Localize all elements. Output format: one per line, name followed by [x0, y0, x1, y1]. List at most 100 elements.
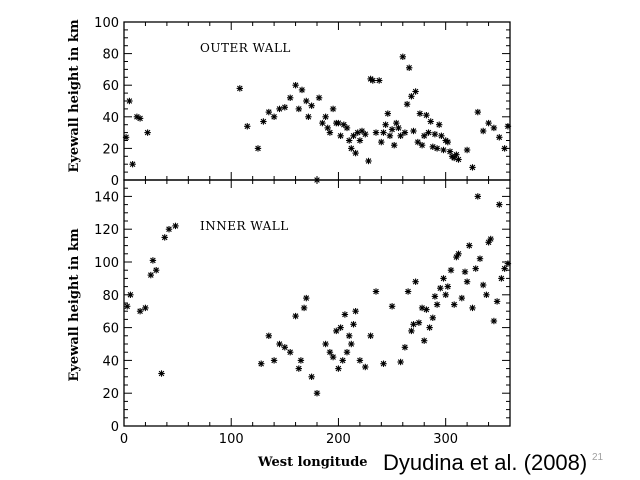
outer-data-point	[298, 86, 306, 94]
outer-data-point	[399, 53, 406, 60]
outer-data-point	[337, 132, 344, 140]
outer-data-point	[455, 156, 462, 163]
outer-data-point	[391, 141, 398, 149]
inner-data-point	[172, 222, 179, 230]
inner-ytick-label: 20	[102, 387, 119, 402]
inner-data-point	[142, 304, 149, 312]
inner-data-point	[149, 257, 157, 264]
outer-data-point	[436, 121, 443, 128]
inner-data-point	[270, 357, 278, 364]
inner-ytick-label: 140	[94, 190, 119, 205]
outer-ytick-label: 20	[102, 142, 119, 157]
outer-data-point	[126, 97, 133, 105]
outer-data-point	[431, 130, 439, 138]
outer-data-point	[254, 145, 262, 152]
citation: Dyudina et al. (2008)	[383, 450, 588, 475]
inner-data-point	[453, 253, 460, 261]
outer-data-point	[438, 132, 445, 140]
outer-data-point	[384, 110, 391, 117]
inner-data-point	[339, 357, 346, 364]
outer-data-point	[501, 145, 508, 152]
outer-data-point	[335, 119, 342, 127]
outer-data-point	[281, 104, 288, 111]
xtick-label: 0	[120, 432, 128, 447]
inner-data-point	[326, 349, 334, 356]
inner-data-point	[308, 373, 315, 380]
inner-data-point	[329, 353, 337, 361]
inner-data-point	[337, 324, 344, 331]
plot-frames	[123, 21, 511, 427]
outer-data-point	[401, 129, 409, 136]
outer-data-point	[408, 93, 415, 100]
outer-data-point	[308, 102, 315, 109]
inner-data-point	[410, 321, 417, 328]
inner-data-point	[348, 340, 355, 348]
x-axis-title: West longitude	[257, 455, 368, 470]
inner-data-point	[440, 275, 447, 282]
outer-data-point	[418, 141, 426, 149]
outer-data-point	[372, 129, 380, 136]
outer-data-point	[276, 105, 283, 113]
outer-data-point	[315, 94, 323, 102]
outer-data-point	[362, 130, 369, 138]
outer-data-point	[369, 77, 376, 84]
outer-data-point	[380, 129, 387, 136]
inner-ytick-label: 100	[94, 256, 119, 271]
inner-data-point	[455, 250, 462, 258]
inner-data-point	[451, 301, 458, 308]
inner-data-point	[404, 288, 412, 295]
outer-data-point	[480, 127, 487, 135]
outer-data-point	[421, 132, 428, 140]
outer-data-point	[352, 149, 359, 157]
outer-data-point	[388, 126, 396, 133]
inner-ytick-label: 80	[102, 289, 119, 304]
inner-data-point	[356, 357, 364, 364]
inner-data-point	[501, 265, 508, 272]
inner-data-point	[343, 349, 351, 356]
inner-data-point	[165, 225, 173, 233]
inner-data-point	[287, 349, 294, 356]
inner-data-point	[292, 312, 299, 320]
outer-y-axis-title: Eyewall height in km	[67, 19, 82, 172]
inner-data-point	[372, 288, 380, 295]
inner-data-point	[447, 267, 455, 274]
outer-ytick-label: 100	[94, 16, 119, 31]
inner-data-point	[415, 319, 423, 326]
inner-data-point	[350, 321, 357, 328]
outer-data-point	[425, 129, 432, 136]
outer-data-point	[463, 146, 471, 154]
inner-data-point	[352, 308, 359, 315]
inner-data-point	[426, 324, 433, 331]
xtick-label: 200	[326, 432, 351, 447]
inner-data-point	[367, 332, 374, 339]
outer-ytick-label: 0	[111, 174, 119, 189]
data-points	[122, 53, 512, 397]
inner-data-point	[472, 265, 479, 272]
inner-data-point	[444, 283, 451, 290]
inner-data-point	[380, 360, 387, 367]
outer-data-point	[444, 138, 451, 146]
inner-ytick-label: 0	[111, 420, 119, 435]
outer-data-point	[427, 118, 434, 125]
outer-data-point	[244, 123, 251, 130]
outer-data-point	[144, 129, 151, 136]
outer-data-point	[305, 113, 312, 121]
inner-data-point	[421, 337, 428, 344]
inner-data-point	[335, 365, 342, 372]
outer-data-point	[136, 115, 144, 122]
inner-data-point	[152, 267, 160, 274]
outer-data-point	[329, 105, 337, 113]
outer-data-point	[129, 160, 136, 168]
inner-data-point	[476, 255, 484, 262]
inner-data-point	[265, 332, 272, 339]
inner-data-point	[429, 314, 436, 321]
outer-data-point	[260, 118, 267, 125]
inner-data-point	[123, 303, 131, 310]
inner-data-point	[474, 193, 481, 200]
xtick-label: 100	[219, 432, 244, 447]
outer-data-point	[326, 129, 334, 136]
outer-data-point	[270, 113, 278, 121]
inner-data-point	[341, 311, 349, 318]
inner-data-point	[431, 293, 439, 300]
outer-data-point	[376, 77, 383, 84]
